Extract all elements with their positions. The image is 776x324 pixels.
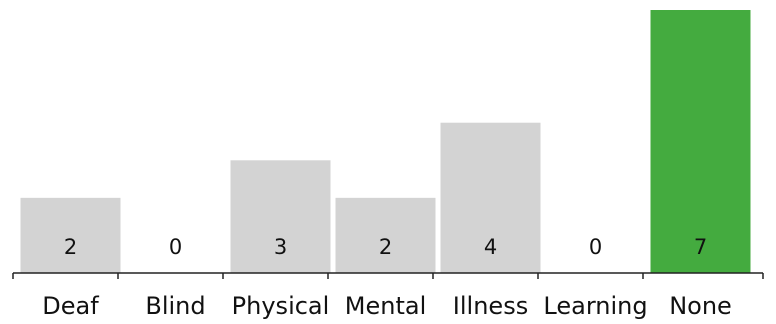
bar-mental xyxy=(335,197,436,273)
data-label-illness: 4 xyxy=(484,235,497,259)
data-label-learning: 0 xyxy=(589,235,602,259)
data-label-mental: 2 xyxy=(379,235,392,259)
x-tick-label-deaf: Deaf xyxy=(42,292,99,320)
x-tick-label-none: None xyxy=(669,292,732,320)
data-label-none: 7 xyxy=(694,235,707,259)
data-label-deaf: 2 xyxy=(64,235,77,259)
bar-illness xyxy=(440,122,541,273)
x-tick-label-learning: Learning xyxy=(543,292,647,320)
x-tick-label-blind: Blind xyxy=(145,292,205,320)
data-label-blind: 0 xyxy=(169,235,182,259)
data-label-physical: 3 xyxy=(274,235,287,259)
bar-physical xyxy=(230,160,331,273)
bar-deaf xyxy=(20,197,121,273)
x-tick-label-physical: Physical xyxy=(232,292,330,320)
x-tick-label-illness: Illness xyxy=(453,292,528,320)
x-tick-label-mental: Mental xyxy=(345,292,426,320)
bar-none xyxy=(650,10,751,273)
